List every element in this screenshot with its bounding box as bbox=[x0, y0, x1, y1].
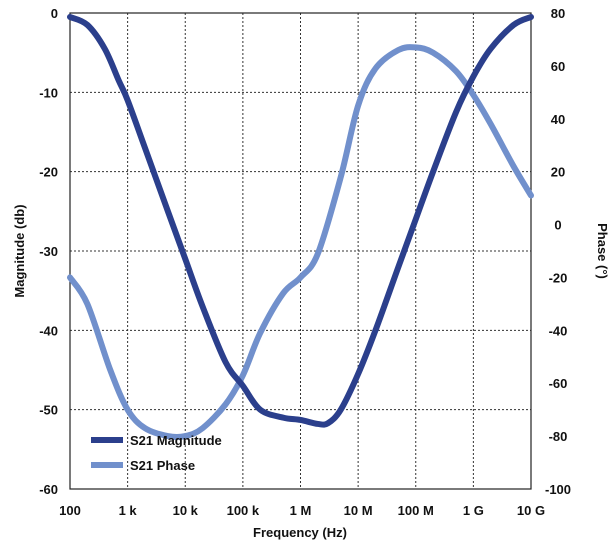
x-tick-label: 1 M bbox=[290, 503, 312, 518]
x-axis-title: Frequency (Hz) bbox=[253, 525, 347, 540]
right-y-tick-label: 40 bbox=[551, 112, 565, 127]
legend-label-magnitude: S21 Magnitude bbox=[130, 433, 222, 448]
x-tick-label: 1 k bbox=[119, 503, 138, 518]
left-axis-title: Magnitude (db) bbox=[12, 204, 27, 297]
right-y-tick-label: -100 bbox=[545, 482, 571, 497]
magnitude-series-line bbox=[67, 13, 534, 428]
right-y-tick-label: 60 bbox=[551, 59, 565, 74]
left-y-tick-label: 0 bbox=[51, 6, 58, 21]
right-y-tick-label: -80 bbox=[549, 429, 568, 444]
plot-area-frame bbox=[69, 12, 532, 490]
left-y-tick-label: -10 bbox=[39, 85, 58, 100]
left-y-tick-label: -50 bbox=[39, 403, 58, 418]
x-tick-label: 100 bbox=[59, 503, 81, 518]
series-layer bbox=[67, 13, 534, 441]
right-y-tick-label: 80 bbox=[551, 6, 565, 21]
left-y-tick-label: -60 bbox=[39, 482, 58, 497]
x-tick-label: 100 M bbox=[398, 503, 434, 518]
right-y-tick-label: -40 bbox=[549, 323, 568, 338]
phase-series-line bbox=[67, 44, 534, 441]
right-y-tick-label: 20 bbox=[551, 165, 565, 180]
right-y-tick-label: -60 bbox=[549, 376, 568, 391]
legend-swatch-magnitude bbox=[91, 437, 123, 443]
x-tick-label: 10 M bbox=[344, 503, 373, 518]
legend-label-phase: S21 Phase bbox=[130, 458, 195, 473]
legend-swatch-phase bbox=[91, 462, 123, 468]
right-y-tick-label: 0 bbox=[554, 218, 561, 233]
x-tick-label: 100 k bbox=[227, 503, 260, 518]
left-y-tick-label: -40 bbox=[39, 323, 58, 338]
right-axis-title: Phase (°) bbox=[595, 223, 610, 279]
x-tick-label: 1 G bbox=[463, 503, 484, 518]
x-tick-label: 10 G bbox=[517, 503, 545, 518]
tick-labels: 100 1 k 10 k 100 k 1 M 10 M 100 M 1 G 10 G 0 -10 -2… bbox=[39, 6, 571, 518]
left-y-tick-label: -20 bbox=[39, 165, 58, 180]
right-y-tick-label: -20 bbox=[549, 270, 568, 285]
left-y-tick-label: -30 bbox=[39, 244, 58, 259]
legend: S21 Magnitude S21 Phase bbox=[91, 433, 222, 473]
x-tick-label: 10 k bbox=[173, 503, 199, 518]
